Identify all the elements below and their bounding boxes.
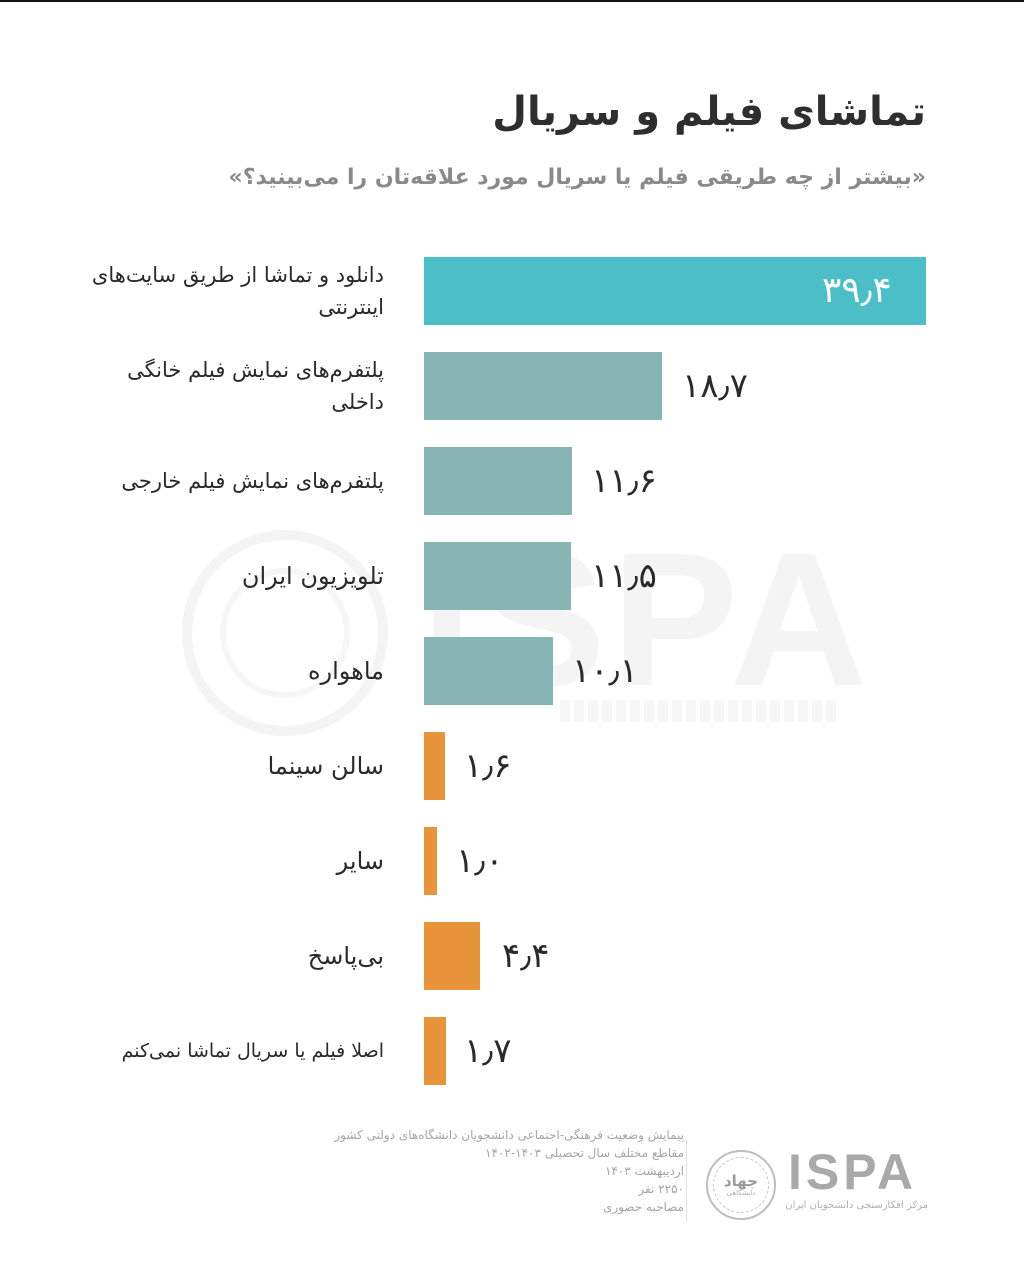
- bar-value: ۱٫۷: [464, 1031, 512, 1071]
- bar-row: اصلا فیلم یا سریال تماشا نمی‌کنم ۱٫۷: [0, 1017, 1024, 1085]
- bar: [424, 732, 445, 800]
- bar: [424, 827, 437, 895]
- watermark-seal-icon: [182, 530, 388, 736]
- footer-divider: [686, 1140, 687, 1222]
- bar-label: سالن سینما: [267, 752, 384, 780]
- bar-label: سایر: [336, 847, 384, 875]
- watermark-subtext: [560, 700, 840, 722]
- bar-label: ماهواره: [307, 657, 384, 685]
- survey-sample-size: ۲۲۵۰ نفر: [638, 1182, 684, 1196]
- bar-row: دانلود و تماشا از طریق سایت‌های اینترنتی…: [0, 257, 1024, 325]
- bar-row: تلویزیون ایران ۱۱٫۵: [0, 542, 1024, 610]
- bar-label: تلویزیون ایران: [241, 562, 384, 590]
- bar-label: اصلا فیلم یا سریال تماشا نمی‌کنم: [121, 1040, 384, 1062]
- chart-title: تماشای فیلم و سریال: [492, 89, 926, 135]
- bar-row: سالن سینما ۱٫۶: [0, 732, 1024, 800]
- bar-value: ۱۱٫۶: [591, 461, 657, 501]
- survey-levels: مقاطع مختلف سال تحصیلی ۱۴۰۳-۱۴۰۲: [485, 1146, 684, 1160]
- bar-value: ۳۹٫۴: [822, 270, 892, 311]
- bar-label: بی‌پاسخ: [307, 942, 384, 970]
- bar: [424, 637, 553, 705]
- survey-method: مصاحبه حضوری: [603, 1200, 684, 1214]
- seal-word: جهاد: [723, 1172, 759, 1190]
- bar-row: ماهواره ۱۰٫۱: [0, 637, 1024, 705]
- bar: [424, 257, 926, 325]
- bar-row: بی‌پاسخ ۴٫۴: [0, 922, 1024, 990]
- survey-title: پیمایش وضعیت فرهنگی-اجتماعی دانشجویان دا…: [334, 1128, 684, 1142]
- bar-value: ۱۸٫۷: [682, 366, 748, 406]
- bar: [424, 922, 480, 990]
- bar: [424, 447, 572, 515]
- bar-value: ۱٫۰: [456, 841, 504, 881]
- bar-label: پلتفرم‌های نمایش فیلم خارجی: [121, 469, 384, 493]
- bar-label: دانلود و تماشا از طریق سایت‌های اینترنتی: [91, 263, 384, 319]
- jahad-seal-icon: جهاد دانشگاهی: [706, 1150, 776, 1220]
- ispa-logo-subtitle: مرکز افکارسنجی دانشجویان ایران: [785, 1200, 928, 1211]
- chart-subtitle: «بیشتر از چه طریقی فیلم یا سریال مورد عل…: [228, 165, 926, 190]
- bar-row: پلتفرم‌های نمایش فیلم خارجی ۱۱٫۶: [0, 447, 1024, 515]
- bar: [424, 1017, 446, 1085]
- bar: [424, 352, 662, 420]
- bar-label: پلتفرم‌های نمایش فیلم خانگی داخلی: [127, 358, 384, 414]
- survey-date: اردیبهشت ۱۴۰۳: [604, 1164, 684, 1178]
- top-border: [0, 0, 1024, 2]
- seal-subword: دانشگاهی: [726, 1189, 756, 1197]
- bar: [424, 542, 571, 610]
- bar-value: ۱۱٫۵: [591, 556, 657, 596]
- bar-row: سایر ۱٫۰: [0, 827, 1024, 895]
- ispa-logo: ISPA: [788, 1144, 917, 1200]
- bar-value: ۴٫۴: [502, 936, 550, 976]
- bar-row: پلتفرم‌های نمایش فیلم خانگی داخلی ۱۸٫۷: [0, 352, 1024, 420]
- bar-value: ۱٫۶: [464, 746, 512, 786]
- survey-info: پیمایش وضعیت فرهنگی-اجتماعی دانشجویان دا…: [204, 1126, 684, 1216]
- bar-value: ۱۰٫۱: [572, 651, 638, 691]
